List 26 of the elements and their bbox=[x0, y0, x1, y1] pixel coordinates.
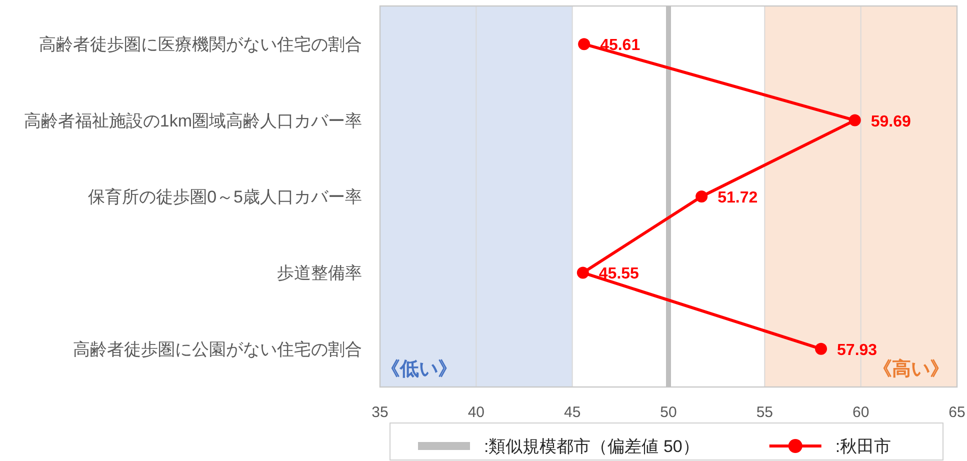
data-label: 57.93 bbox=[837, 342, 878, 359]
point bbox=[696, 190, 708, 202]
y-tick-label: 高齢者福祉施設の1km圏域高齢人口カバー率 bbox=[24, 111, 362, 130]
x-tick-label: 35 bbox=[372, 404, 388, 421]
point bbox=[848, 114, 861, 126]
x-tick-label: 60 bbox=[852, 404, 870, 421]
point bbox=[578, 38, 590, 50]
legend-label: :秋田市 bbox=[835, 437, 892, 456]
point bbox=[815, 342, 828, 355]
band-label: 《低い》 bbox=[381, 359, 457, 380]
x-tick-label: 40 bbox=[468, 404, 485, 421]
x-tick-label: 55 bbox=[756, 404, 774, 421]
data-label: 59.69 bbox=[870, 113, 912, 130]
y-tick-label: 高齢者徒歩圏に医療機関がない住宅の割合 bbox=[39, 35, 362, 54]
data-label: 45.61 bbox=[600, 37, 640, 54]
y-tick-label: 高齢者徒歩圏に公園がない住宅の割合 bbox=[73, 340, 362, 359]
x-tick-label: 65 bbox=[948, 404, 966, 421]
data-label: 51.72 bbox=[718, 190, 758, 206]
band-label: 《高い》 bbox=[873, 358, 949, 380]
legend-label: :類似規模都市（偏差値 50） bbox=[484, 437, 700, 456]
data-label: 45.55 bbox=[598, 266, 640, 283]
y-tick-label: 保育所の徒歩圏0～5歳人口カバー率 bbox=[88, 188, 362, 206]
y-tick-label: 歩道整備率 bbox=[277, 264, 362, 283]
point bbox=[576, 266, 589, 279]
x-tick-label: 50 bbox=[660, 404, 677, 421]
x-tick-label: 45 bbox=[564, 404, 581, 421]
